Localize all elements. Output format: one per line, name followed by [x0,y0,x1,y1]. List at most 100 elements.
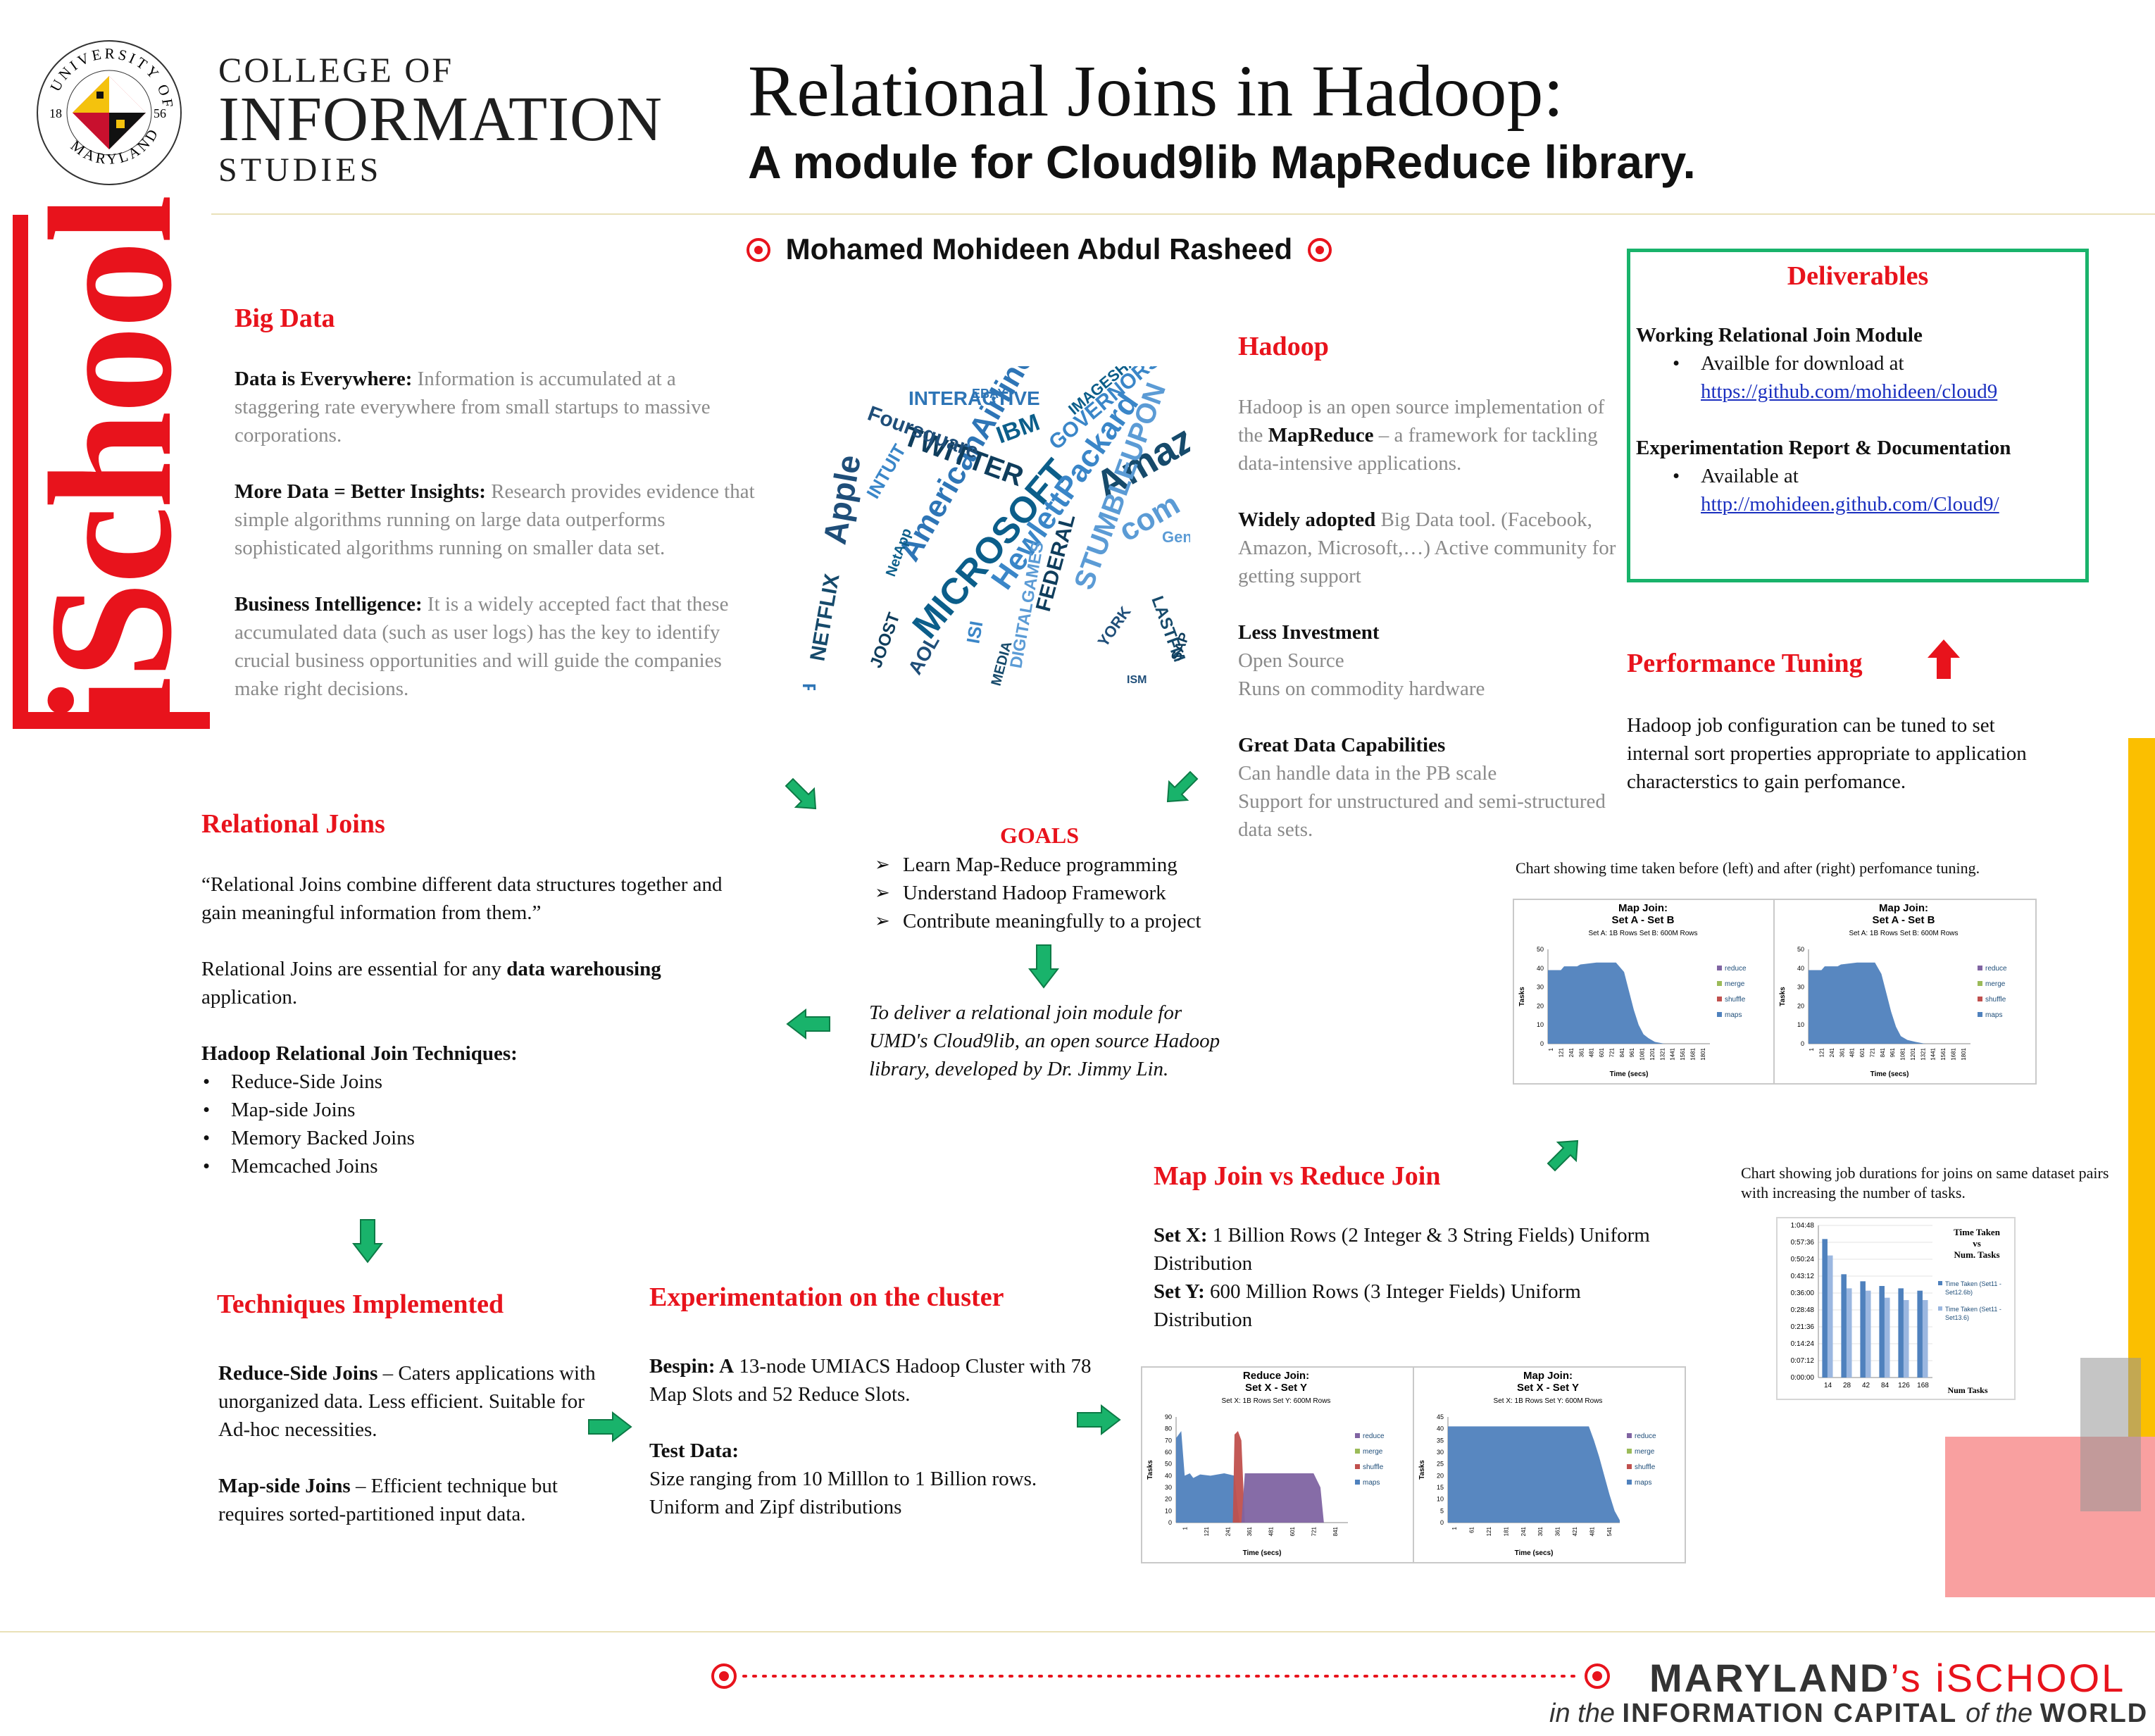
chart-title: Set A - Set B [1873,914,1935,926]
x-tick-label: 361 [1247,1526,1253,1536]
x-tick-label: 481 [1589,1526,1595,1536]
hadoop-intro-post: – a framework for tackling data-intensiv… [1238,424,1598,475]
sety-lead: Set Y: [1154,1280,1205,1303]
x-tick-label: 481 [1849,1047,1856,1057]
setx-text: 1 Billion Rows (2 Integer & 3 String Fie… [1154,1224,1650,1275]
arrow-down-icon [352,1219,383,1263]
deliverables-heading: Deliverables [1787,261,1929,291]
relational-joins-body: “Relational Joins combine different data… [201,870,751,1180]
deliverable-1-link[interactable]: https://github.com/mohideen/cloud9 [1701,380,1998,403]
arrow-down-left-icon [1166,770,1199,803]
x-tick-label: 1 [1548,1047,1554,1051]
legend-swatch [1717,981,1722,986]
elephant-word: INTERACTIVE [908,387,1040,409]
y-tick-label: 50 [1797,946,1804,953]
x-axis-label: Time (secs) [1515,1549,1554,1557]
x-tick-label: 961 [1889,1047,1896,1057]
x-tick-label: 1081 [1900,1047,1906,1060]
legend-label: Time Taken (Set11 - [1945,1306,2001,1313]
chart-subtitle: Set A: 1B Rows Set B: 600M Rows [1849,930,1958,937]
goals-mission: To deliver a relational join module for … [869,1001,1220,1080]
techniques-impl-heading: Techniques Implemented [217,1289,504,1319]
y-tick-label: 70 [1165,1437,1172,1444]
grey-accent-block [2080,1358,2141,1511]
footer-tag-mid: INFORMATION CAPITAL [1622,1699,1966,1728]
legend-label: reduce [1985,965,2007,973]
legend-label: reduce [1363,1432,1385,1440]
x-tick-label: 301 [1537,1526,1544,1536]
elephant-word: Apple [816,452,868,547]
hadoop-text-2: Open Source Runs on commodity hardware [1238,649,1485,700]
big-data-lead-1: Data is Everywhere: [235,368,413,390]
y-tick-label: 30 [1165,1484,1172,1491]
testdata-text: Size ranging from 10 Milllon to 1 Billio… [649,1468,1037,1518]
performance-text: Hadoop job configuration can be tuned to… [1627,714,2027,793]
map-vs-reduce-body: Set X: 1 Billion Rows (2 Integer & 3 Str… [1154,1221,1661,1334]
legend-label: maps [1363,1479,1380,1487]
big-data-text-1: Information is accumulated at a staggeri… [235,368,711,447]
essential-post: application. [201,986,298,1008]
y-tick-label: 35 [1437,1437,1444,1444]
arrow-down-icon [1028,944,1059,989]
y-tick-label: 40 [1797,965,1804,972]
bar [1822,1239,1828,1378]
legend-swatch [1355,1449,1360,1454]
y-tick-label: 40 [1537,965,1544,972]
chart-subtitle: Set X: 1B Rows Set Y: 600M Rows [1222,1397,1331,1405]
x-tick-label: 241 [1225,1526,1231,1536]
big-data-text-3: It is a widely accepted fact that these … [235,593,729,700]
chart-job-durations: 0:00:00 0:07:12 0:14:24 0:21:36 0:28:48 0:36:… [1776,1217,2016,1400]
x-tick-label: 241 [1829,1047,1835,1057]
college-line2: INFORMATION [218,85,663,154]
deliverable-2-link[interactable]: http://mohideen.github.com/Cloud9/ [1701,493,1999,516]
footer-dotted-line [704,1662,1620,1690]
deliverable-2-title: Experimentation Report & Documentation [1636,437,2011,459]
y-axis-label: Tasks [1147,1460,1154,1480]
x-tick-label: 841 [1332,1526,1339,1536]
hadoop-text-3: Can handle data in the PB scale Support … [1238,762,1606,841]
legend-swatch [1627,1433,1632,1438]
sety-text: 600 Million Rows (3 Integer Fields) Unif… [1154,1280,1581,1331]
map-vs-reduce-heading: Map Join vs Reduce Join [1154,1161,1441,1191]
bar [1898,1288,1904,1378]
x-tick-label: 1 [1809,1047,1815,1051]
y-tick-label: 0:21:36 [1791,1323,1815,1331]
footer-tag-of: of the [1966,1699,2040,1728]
big-data-heading: Big Data [235,304,335,333]
seal-year-right: 56 [154,106,166,120]
bar [1917,1290,1923,1378]
elephant-word-cloud: Apple AmericanAirlines MICROSOFT HewlettPac… [796,329,1243,721]
legend-swatch [1627,1464,1632,1469]
chart-title: Num. Tasks [1954,1249,1999,1260]
y-axis-label: Tasks [1518,987,1526,1006]
ischool-vertical-text: iSchool [13,197,208,725]
hadoop-heading: Hadoop [1238,332,1329,361]
legend-label: shuffle [1725,996,1746,1004]
legend-swatch [1938,1281,1942,1285]
legend-swatch [1978,1012,1982,1017]
x-tick-label: 28 [1843,1382,1851,1390]
seal-year-left: 18 [49,106,62,120]
y-tick-label: 45 [1437,1413,1444,1420]
x-tick-label: 241 [1520,1526,1527,1536]
elephant-word: Genvara [1162,528,1190,546]
x-tick-label: 121 [1204,1526,1210,1536]
x-tick-label: 361 [1839,1047,1845,1057]
x-tick-label: 361 [1578,1047,1585,1057]
series-area-maps [1548,962,1710,1044]
x-tick-label: 721 [1609,1047,1615,1057]
deliverable-2-bullet: Available at [1673,462,2085,490]
experimentation-heading: Experimentation on the cluster [649,1282,1004,1312]
y-tick-label: 25 [1437,1461,1444,1468]
legend-label: shuffle [1635,1463,1656,1471]
arrow-up-right-icon [1547,1139,1579,1172]
y-tick-label: 20 [1797,1002,1804,1009]
college-wordmark: COLLEGE OF INFORMATION STUDIES [218,49,663,192]
y-tick-label: 20 [1165,1496,1172,1503]
legend-swatch [1355,1480,1360,1485]
map-side-text: – Efficient technique but requires sorte… [218,1475,558,1525]
x-tick-label: 1801 [1700,1047,1706,1060]
relational-joins-heading: Relational Joins [201,809,385,839]
x-axis-label: Time (secs) [1243,1549,1282,1557]
x-tick-label: 1681 [1689,1047,1696,1060]
